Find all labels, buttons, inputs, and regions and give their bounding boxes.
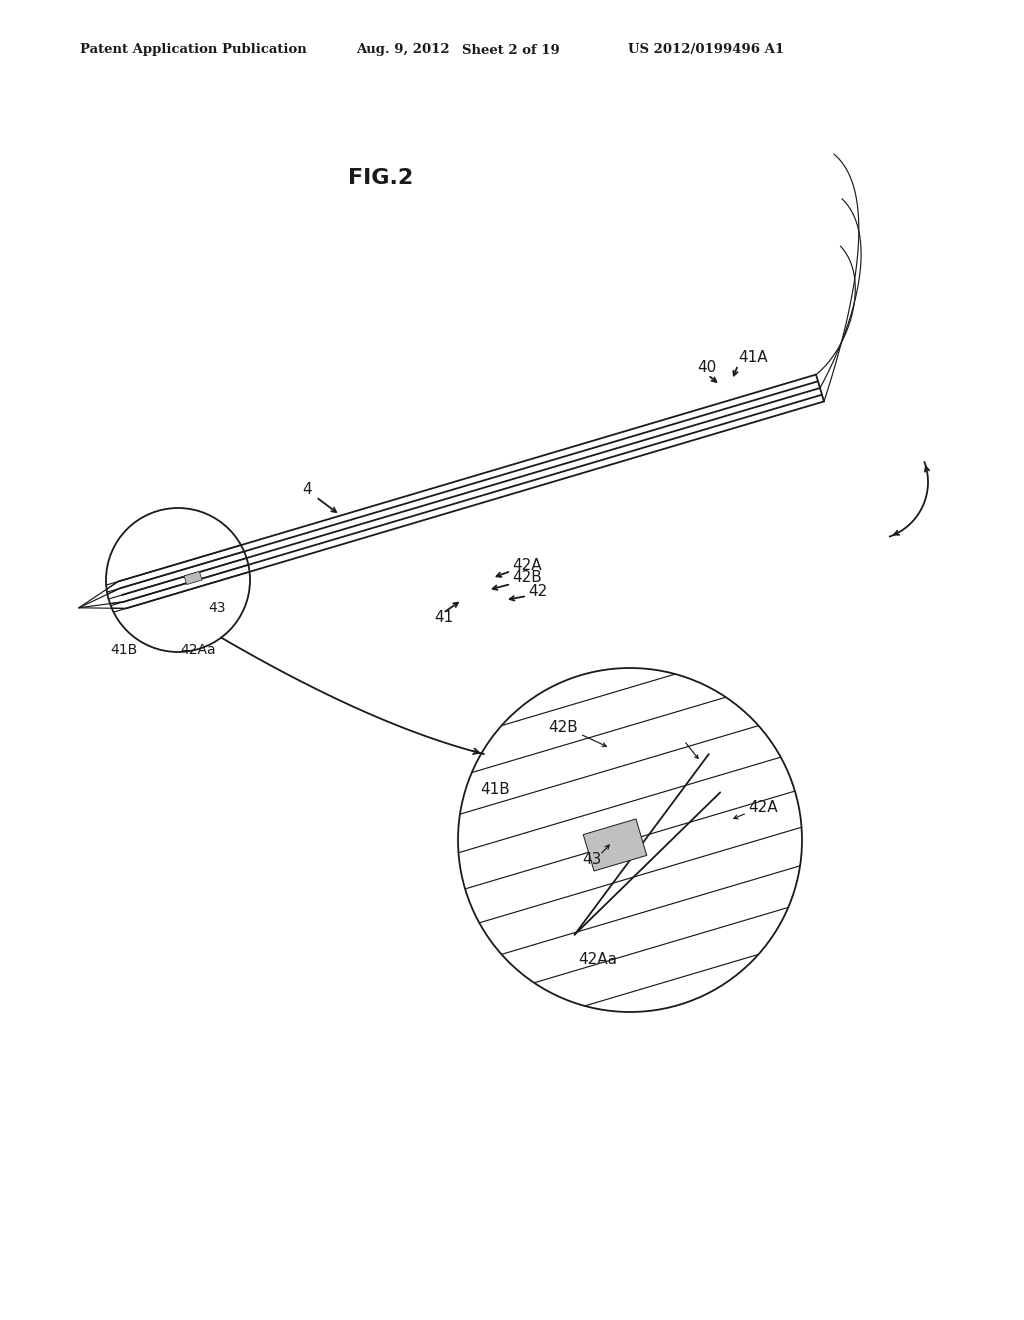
Text: 41B: 41B [110,643,137,657]
Text: 43: 43 [208,601,225,615]
Text: US 2012/0199496 A1: US 2012/0199496 A1 [628,44,784,57]
Text: 42A: 42A [748,800,777,816]
Text: 42: 42 [528,585,547,599]
Text: Sheet 2 of 19: Sheet 2 of 19 [462,44,560,57]
Text: Patent Application Publication: Patent Application Publication [80,44,307,57]
Polygon shape [584,818,647,871]
Text: 42B: 42B [512,570,542,586]
Text: 42A: 42A [512,557,542,573]
Text: Aug. 9, 2012: Aug. 9, 2012 [356,44,450,57]
Text: 42B: 42B [548,721,578,735]
Text: 41A: 41A [738,351,768,366]
Text: 40: 40 [697,359,716,375]
Polygon shape [184,572,202,585]
Text: 41: 41 [434,610,454,626]
Text: 41B: 41B [480,783,510,797]
Text: 43: 43 [582,853,601,867]
Text: 4: 4 [302,483,311,498]
Text: 42Aa: 42Aa [578,953,617,968]
Text: 42Aa: 42Aa [180,643,216,657]
Text: FIG.2: FIG.2 [348,168,414,187]
